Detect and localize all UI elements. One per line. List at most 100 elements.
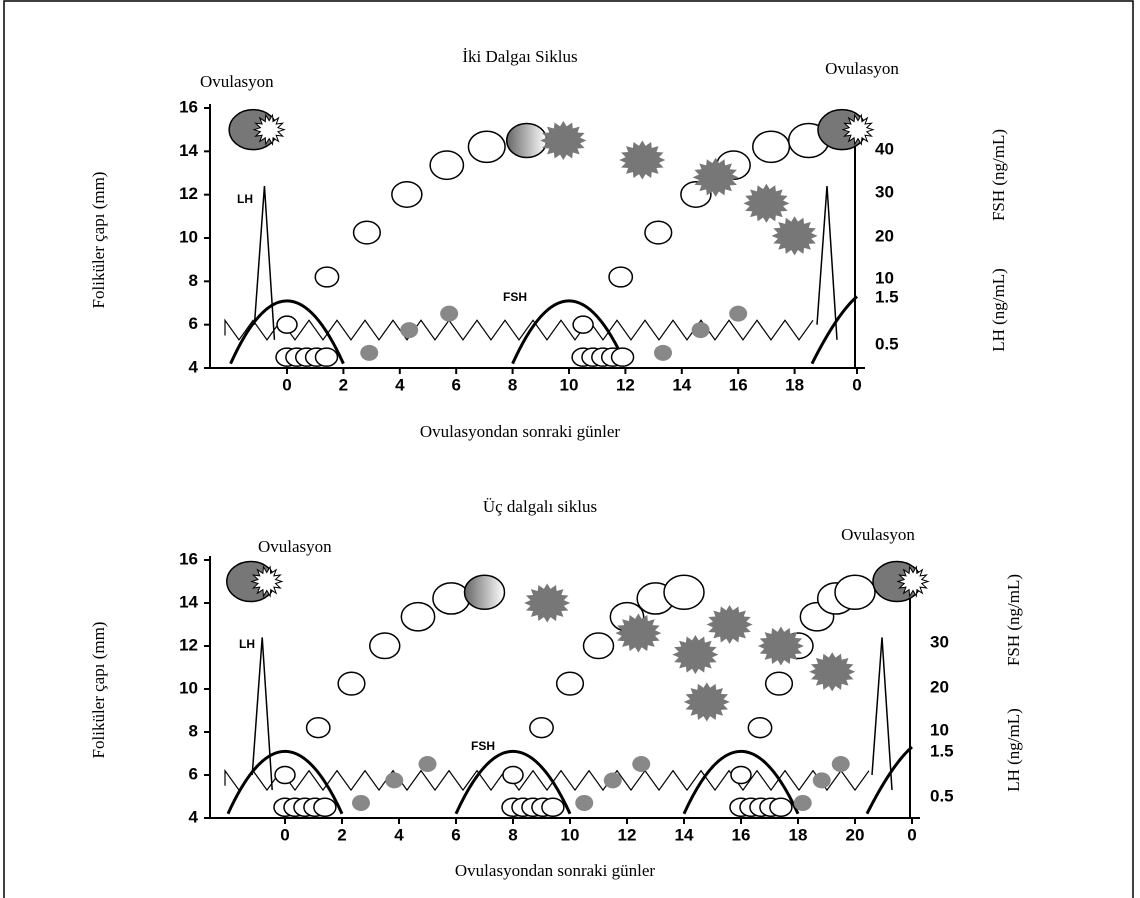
regressing-follicle — [524, 583, 571, 623]
fsh-marker: FSH — [471, 739, 495, 753]
fsh-axis-label: FSH (ng/mL) — [989, 129, 1008, 221]
regressing-follicle — [672, 635, 719, 675]
follicle — [429, 150, 465, 181]
atretic-follicle — [603, 772, 622, 789]
lh-tick-label: 0.5 — [875, 334, 899, 353]
follicle — [644, 220, 673, 245]
follicle — [400, 601, 436, 632]
follicle — [834, 574, 876, 610]
ovulation-burst — [896, 565, 930, 598]
regressing-follicle — [809, 652, 856, 692]
x-tick-label: 4 — [394, 825, 404, 844]
fsh-curve — [454, 750, 572, 815]
x-tick-label: 0 — [907, 825, 916, 844]
fsh-tick-label: 30 — [930, 632, 949, 651]
x-tick-label: 6 — [451, 375, 460, 394]
y-tick-label: 14 — [179, 592, 198, 611]
atretic-follicle — [360, 344, 379, 361]
follicle — [555, 671, 585, 696]
x-axis-label: Ovulasyondan sonraki günler — [420, 422, 621, 441]
x-tick-label: 18 — [789, 825, 808, 844]
regressing-follicle — [706, 604, 753, 645]
atretic-follicle — [575, 794, 594, 811]
x-tick-label: 14 — [675, 825, 694, 844]
regressing-follicle — [619, 140, 666, 180]
follicle — [663, 574, 705, 610]
lh-peak — [253, 185, 276, 340]
follicle — [313, 797, 337, 817]
regressing-follicle — [683, 682, 730, 722]
y-tick-label: 16 — [179, 97, 198, 116]
atretic-follicle — [793, 794, 812, 811]
y-tick-label: 12 — [179, 184, 198, 203]
x-tick-label: 0 — [852, 375, 861, 394]
follicle — [369, 632, 401, 660]
fsh-curve — [682, 750, 800, 815]
regressing-follicle — [692, 157, 739, 197]
atretic-follicle — [812, 772, 831, 789]
fsh-tick-label: 20 — [930, 677, 949, 696]
ovulation-label: Ovulasyon — [841, 525, 915, 544]
ovulation-burst — [841, 113, 875, 146]
x-tick-label: 2 — [337, 825, 346, 844]
x-tick-label: 4 — [395, 375, 405, 394]
y-tick-label: 12 — [179, 635, 198, 654]
follicle — [432, 582, 471, 615]
x-tick-label: 2 — [339, 375, 348, 394]
y-tick-label: 4 — [189, 807, 199, 826]
atretic-follicle — [691, 322, 710, 339]
lh-marker: LH — [239, 637, 255, 651]
y-tick-label: 8 — [189, 271, 198, 290]
ovulation-label: Ovulasyon — [825, 59, 899, 78]
follicle — [276, 315, 298, 334]
follicle — [337, 671, 366, 696]
follicle — [314, 266, 340, 288]
regressing-follicle — [615, 613, 662, 653]
follicle — [747, 717, 773, 739]
y-tick-label: 16 — [179, 549, 198, 568]
x-tick-label: 12 — [618, 825, 637, 844]
follicle — [582, 632, 615, 660]
follicle — [608, 266, 634, 288]
follicle — [502, 765, 524, 785]
lh-line — [224, 768, 870, 792]
follicle — [610, 347, 635, 367]
atretic-follicle — [418, 756, 437, 773]
fsh-curve — [865, 745, 913, 815]
lh-tick-label: 0.5 — [930, 786, 954, 805]
x-tick-label: 18 — [785, 375, 804, 394]
y-tick-label: 4 — [189, 357, 199, 376]
fsh-tick-label: 10 — [930, 720, 949, 739]
x-tick-label: 12 — [616, 375, 635, 394]
x-tick-label: 16 — [729, 375, 748, 394]
ovulation-label: Ovulasyon — [258, 537, 332, 556]
follicle — [467, 130, 506, 164]
follicle — [730, 765, 752, 785]
y-tick-label: 10 — [179, 678, 198, 697]
atretic-follicle — [729, 305, 748, 322]
x-tick-label: 14 — [672, 375, 691, 394]
x-tick-label: 10 — [560, 375, 579, 394]
regressing-follicle — [757, 626, 804, 666]
panel-title: İki Dalgaı Siklus — [462, 47, 577, 66]
fsh-curve — [226, 750, 344, 815]
y-tick-label: 10 — [179, 227, 198, 246]
lh-axis-label: LH (ng/mL) — [1004, 708, 1023, 792]
y-tick-label: 14 — [179, 141, 198, 160]
panel-title: Üç dalgalı siklus — [483, 497, 597, 516]
fsh-tick-label: 30 — [875, 182, 894, 201]
fsh-tick-label: 10 — [875, 268, 894, 287]
atretic-follicle — [654, 344, 672, 361]
ovulation-burst — [250, 565, 284, 598]
follicle — [391, 180, 423, 208]
follicle — [305, 717, 331, 739]
lh-peak — [816, 185, 838, 340]
atretic-follicle — [400, 322, 419, 339]
follicle — [541, 797, 565, 817]
lh-tick-label: 1.5 — [930, 741, 954, 760]
x-tick-label: 0 — [282, 375, 291, 394]
follicle — [314, 347, 339, 367]
y-tick-label: 6 — [189, 314, 198, 333]
